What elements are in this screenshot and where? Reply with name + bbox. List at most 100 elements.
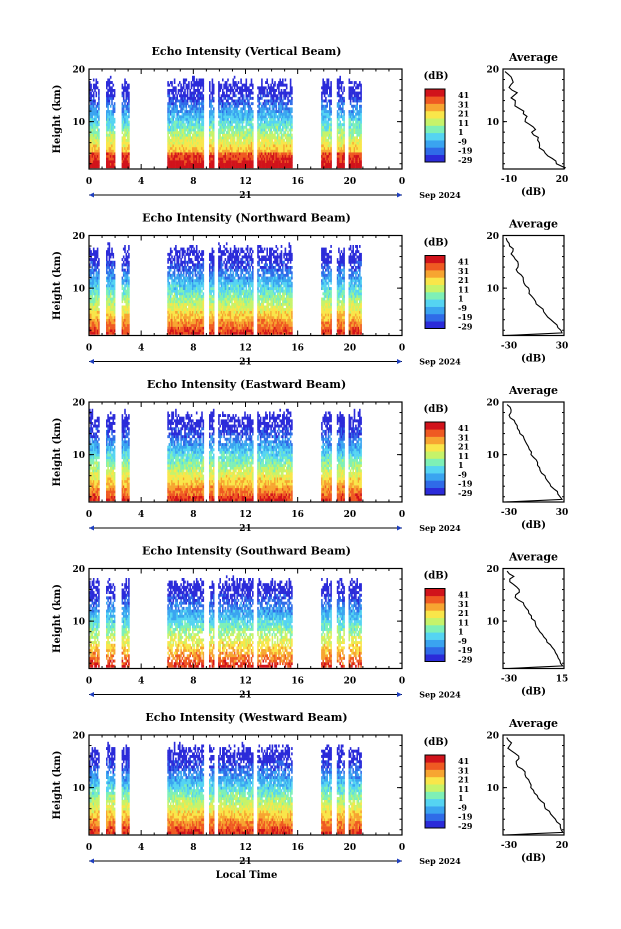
echo-panel-2: Echo Intensity (Eastward Beam)2010Height… bbox=[52, 378, 568, 534]
x-tick-label: 0 bbox=[86, 344, 92, 354]
colorbar-title: (dB) bbox=[424, 571, 449, 582]
y-tick-label: 10 bbox=[72, 285, 85, 295]
colorbar-segment bbox=[425, 755, 445, 763]
colorbar-segment bbox=[425, 89, 445, 97]
average-frame bbox=[503, 402, 564, 502]
colorbar-segment bbox=[425, 589, 445, 597]
colorbar-title: (dB) bbox=[424, 238, 449, 249]
x-tick-label: 20 bbox=[344, 177, 357, 187]
average-x-label: (dB) bbox=[521, 853, 546, 864]
average-x-tick-label: -30 bbox=[501, 508, 517, 518]
colorbar-segment bbox=[425, 133, 445, 141]
x-tick-label: 12 bbox=[239, 843, 252, 853]
average-title: Average bbox=[508, 51, 558, 64]
panel-title: Echo Intensity (Southward Beam) bbox=[142, 545, 351, 558]
average-profile-line bbox=[505, 238, 562, 335]
colorbar-segment bbox=[425, 422, 445, 430]
colorbar-segment bbox=[425, 799, 445, 807]
date-label: Sep 2024 bbox=[419, 190, 461, 200]
average-x-tick-label: -10 bbox=[501, 175, 517, 185]
average-y-tick-label: 20 bbox=[486, 232, 499, 242]
colorbar-segment bbox=[425, 640, 445, 648]
average-x-tick-label: -30 bbox=[501, 342, 517, 352]
colorbar-segment bbox=[425, 299, 445, 307]
colorbar-segment bbox=[425, 618, 445, 626]
colorbar-segment bbox=[425, 813, 445, 821]
colorbar-segment bbox=[425, 784, 445, 792]
panel-title: Echo Intensity (Northward Beam) bbox=[142, 212, 351, 225]
colorbar-segment bbox=[425, 111, 445, 119]
date-label: Sep 2024 bbox=[419, 690, 461, 700]
average-profile-line bbox=[507, 571, 562, 668]
heatmap-cells bbox=[89, 76, 362, 168]
average-title: Average bbox=[508, 551, 558, 564]
x-tick-label: 12 bbox=[239, 344, 252, 354]
x-axis-label: Local Time bbox=[216, 870, 278, 881]
echo-panel-3: Echo Intensity (Southward Beam)2010Heigh… bbox=[52, 545, 568, 701]
colorbar-segment bbox=[425, 596, 445, 604]
panel-title: Echo Intensity (Eastward Beam) bbox=[147, 378, 346, 391]
x-tick-label: 0 bbox=[399, 677, 405, 687]
y-tick-label: 20 bbox=[72, 66, 85, 76]
average-y-tick-label: 20 bbox=[486, 399, 499, 409]
colorbar-title: (dB) bbox=[424, 71, 449, 82]
average-y-tick-label: 10 bbox=[486, 618, 499, 628]
day-arrow-left bbox=[89, 359, 94, 364]
colorbar-segment bbox=[425, 459, 445, 467]
colorbar-segment bbox=[425, 792, 445, 800]
colorbar-tick-label: -29 bbox=[458, 488, 473, 498]
x-tick-label: 0 bbox=[399, 344, 405, 354]
colorbar-segment bbox=[425, 451, 445, 459]
heatmap-cells bbox=[89, 575, 362, 667]
day-label: 21 bbox=[239, 857, 252, 867]
x-tick-label: 8 bbox=[190, 344, 196, 354]
x-tick-label: 12 bbox=[239, 677, 252, 687]
average-y-tick-label: 20 bbox=[486, 66, 499, 76]
y-tick-label: 20 bbox=[72, 565, 85, 575]
colorbar-tick-label: -29 bbox=[458, 821, 473, 831]
colorbar-segment bbox=[425, 625, 445, 633]
x-tick-label: 8 bbox=[190, 177, 196, 187]
day-label: 21 bbox=[239, 524, 252, 534]
colorbar-segment bbox=[425, 777, 445, 785]
colorbar-segment bbox=[425, 292, 445, 300]
day-arrow-right bbox=[397, 859, 402, 864]
colorbar-segment bbox=[425, 603, 445, 611]
x-tick-label: 4 bbox=[138, 843, 144, 853]
average-x-label: (dB) bbox=[521, 187, 546, 198]
x-tick-label: 16 bbox=[291, 344, 304, 354]
day-label: 21 bbox=[239, 191, 252, 201]
colorbar-segment bbox=[425, 473, 445, 481]
colorbar-segment bbox=[425, 263, 445, 271]
average-profile-line bbox=[505, 405, 562, 502]
colorbar-segment bbox=[425, 321, 445, 329]
x-tick-label: 16 bbox=[291, 177, 304, 187]
date-label: Sep 2024 bbox=[419, 357, 461, 367]
x-tick-label: 12 bbox=[239, 177, 252, 187]
panel-title: Echo Intensity (Westward Beam) bbox=[145, 711, 347, 724]
x-tick-label: 20 bbox=[344, 510, 357, 520]
x-tick-label: 0 bbox=[86, 510, 92, 520]
colorbar-segment bbox=[425, 307, 445, 315]
day-arrow-right bbox=[397, 526, 402, 531]
colorbar-segment bbox=[425, 270, 445, 278]
x-tick-label: 16 bbox=[291, 677, 304, 687]
day-arrow-right bbox=[397, 359, 402, 364]
colorbar-title: (dB) bbox=[424, 737, 449, 748]
average-y-tick-label: 20 bbox=[486, 732, 499, 742]
day-arrow-left bbox=[89, 526, 94, 531]
x-tick-label: 8 bbox=[190, 677, 196, 687]
colorbar-segment bbox=[425, 96, 445, 104]
x-tick-label: 20 bbox=[344, 843, 357, 853]
y-tick-label: 20 bbox=[72, 732, 85, 742]
average-title: Average bbox=[508, 218, 558, 231]
average-y-tick-label: 10 bbox=[486, 451, 499, 461]
colorbar-segment bbox=[425, 444, 445, 452]
y-tick-label: 20 bbox=[72, 399, 85, 409]
colorbar-segment bbox=[425, 762, 445, 770]
x-tick-label: 8 bbox=[190, 510, 196, 520]
average-profile-line bbox=[505, 72, 565, 169]
x-tick-label: 0 bbox=[399, 177, 405, 187]
average-x-label: (dB) bbox=[521, 687, 546, 698]
average-y-tick-label: 10 bbox=[486, 118, 499, 128]
